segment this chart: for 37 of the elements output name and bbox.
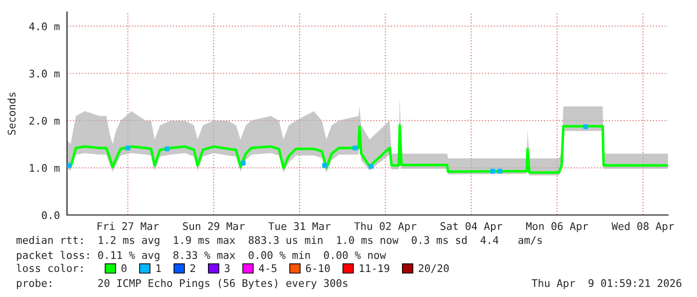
legend-label: 11-19 [360,264,390,272]
legend-label: 2 [190,264,196,272]
y-tick-label: 3.0 m [29,70,60,78]
y-tick-label: 0.0 [42,211,60,220]
y-tick-label: 2.0 m [29,116,60,125]
y-tick-label: 1.0 m [30,164,60,172]
x-tick-label: Wed 08 Apr [612,222,674,232]
x-tick-label: Thu 02 Apr [354,222,416,232]
text: median rtt: 1.2 ms avg 1.9 ms max 883.3 us min 1.0 ms now 0.3 ms sd 4.4 am/s [16,236,542,246]
text: packet loss: 0.11 % avg 8.33 % max 0.00 % min 0.00 % now [16,250,386,262]
line-series [67,124,668,174]
point [583,124,588,130]
legend-label: 6-10 [306,264,330,272]
point [352,146,358,150]
point [125,146,130,150]
legend-label: 1 [156,264,161,272]
point [322,163,327,168]
point [164,146,170,152]
x-tick-label: Mon 06 Apr [526,222,588,232]
text: Thu Apr 9 01:59:21 2026 [532,278,682,290]
legend-label: 4-5 [258,264,276,272]
x-tick-label: Fri 27 Mar [98,222,159,230]
point [240,160,246,166]
text: probe: 20 ICMP Echo Pings (56 Bytes) every 300s [16,278,348,290]
x-tick-label: Sat 04 Apr [440,222,502,232]
legend-label: 0 [122,264,126,272]
point [490,168,496,174]
y-axis-title: Seconds [8,92,16,135]
legend-label: 3 [224,264,230,272]
y-tick-label: 4.0 m [29,22,60,30]
x-tick-label: Tue 31 Mar [268,222,330,230]
point [67,163,72,168]
point [497,168,502,174]
point [368,164,374,169]
legend-label: 20/20 [418,264,449,273]
x-tick-label: Sun 29 Mar [183,222,245,230]
legend-title: loss color: [16,264,82,272]
